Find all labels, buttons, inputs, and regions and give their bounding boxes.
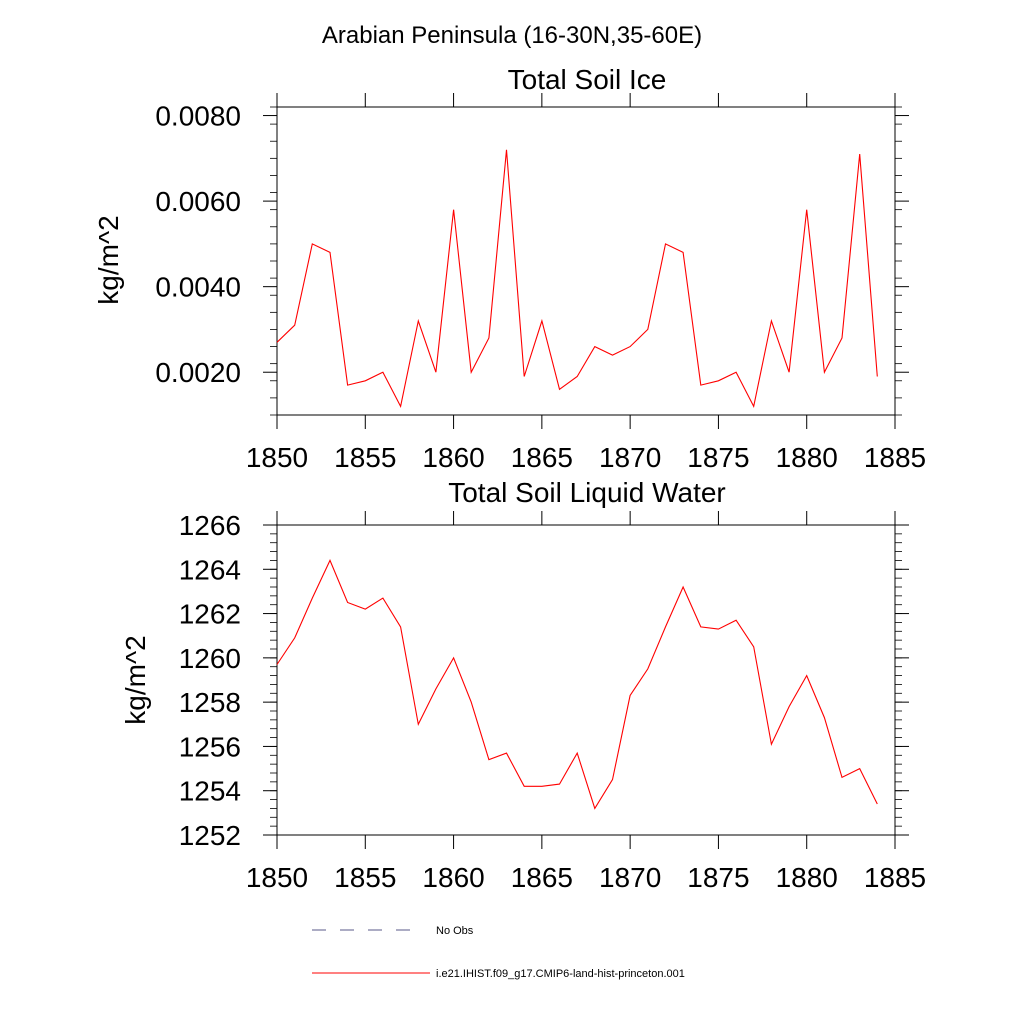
x-tick-label: 1880 <box>776 442 838 473</box>
y-tick-label: 1258 <box>179 687 241 718</box>
x-tick-label: 1850 <box>246 442 308 473</box>
x-tick-label: 1865 <box>511 862 573 893</box>
y-tick-label: 1262 <box>179 599 241 630</box>
y-tick-label: 1252 <box>179 820 241 851</box>
page-title: Arabian Peninsula (16-30N,35-60E) <box>322 22 702 49</box>
x-tick-label: 1875 <box>687 862 749 893</box>
chart-marks: 1850 1855 1860 1865 1870 1875 1880 1885 0.0020 0.… <box>155 93 926 473</box>
legend-no-obs-label: No Obs <box>436 925 474 937</box>
legend: No Obs i.e21.IHIST.f09_g17.CMIP6-land-hi… <box>312 925 685 980</box>
plot-frame <box>276 106 896 416</box>
x-tick-label: 1860 <box>422 442 484 473</box>
y-axis-label: kg/m^2 <box>93 215 124 304</box>
chart-title: Total Soil Liquid Water <box>448 477 726 508</box>
y-tick-label: 1260 <box>179 643 241 674</box>
chart-panel-soil-ice: Total Soil Ice kg/m^2 1850 1855 1860 1865 18… <box>93 64 926 473</box>
x-tick-label: 1885 <box>864 442 926 473</box>
x-tick-label: 1855 <box>334 442 396 473</box>
x-tick-label: 1865 <box>511 442 573 473</box>
chart-title: Total Soil Ice <box>508 64 667 95</box>
y-tick-label: 0.0060 <box>155 186 241 217</box>
x-tick-label: 1880 <box>776 862 838 893</box>
y-tick-label: 1254 <box>179 776 241 807</box>
x-tick-label: 1875 <box>687 442 749 473</box>
x-tick-label: 1855 <box>334 862 396 893</box>
legend-model-label: i.e21.IHIST.f09_g17.CMIP6-land-hist-prin… <box>436 968 685 980</box>
y-tick-label: 1256 <box>179 731 241 762</box>
y-axis-label: kg/m^2 <box>120 635 151 724</box>
y-tick-label: 0.0040 <box>155 272 241 303</box>
y-tick-label: 0.0080 <box>155 101 241 132</box>
y-tick-label: 0.0020 <box>155 357 241 388</box>
y-tick-label: 1264 <box>179 554 241 585</box>
x-tick-label: 1870 <box>599 442 661 473</box>
chart-panel-soil-liquid-water: Total Soil Liquid Water kg/m^2 1850 1855 1… <box>120 477 926 893</box>
y-tick-label: 1266 <box>179 510 241 541</box>
x-tick-label: 1885 <box>864 862 926 893</box>
series-line <box>276 559 878 810</box>
x-tick-label: 1860 <box>422 862 484 893</box>
plot-frame <box>276 524 896 836</box>
x-tick-label: 1870 <box>599 862 661 893</box>
chart-marks: 1850 1855 1860 1865 1870 1875 1880 1885 1252 1254… <box>179 510 926 893</box>
series-line <box>276 149 878 409</box>
x-tick-label: 1850 <box>246 862 308 893</box>
